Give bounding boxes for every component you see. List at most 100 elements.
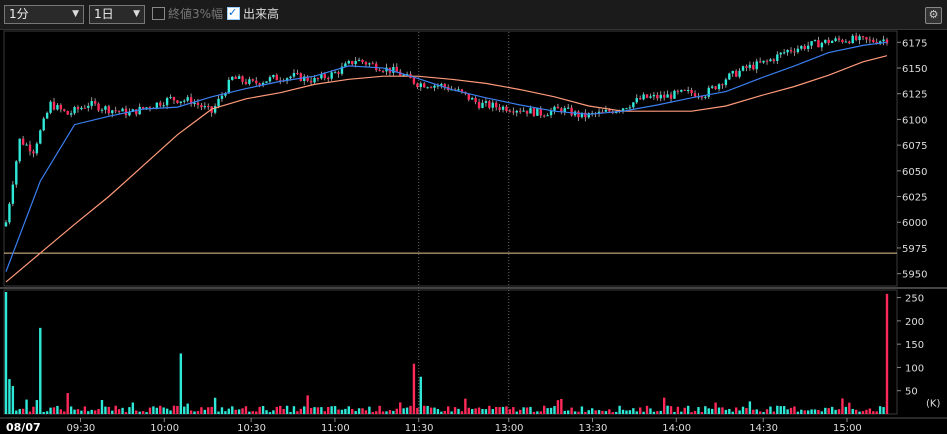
- candle-body: [649, 96, 652, 98]
- volume-bar: [4, 292, 8, 414]
- candle-body: [28, 144, 32, 152]
- volume-bar: [824, 407, 827, 414]
- volume-bar: [80, 410, 83, 414]
- interval-select[interactable]: 1分 ▼: [4, 5, 84, 24]
- candle-body: [669, 94, 673, 99]
- checkbox-icon[interactable]: [227, 5, 240, 20]
- volume-toggle[interactable]: 出来高: [227, 5, 279, 22]
- candle-body: [662, 94, 666, 98]
- candle-body: [656, 94, 659, 99]
- volume-bar: [169, 410, 172, 414]
- volume-bar: [165, 408, 169, 414]
- candle-body: [272, 74, 275, 78]
- candle-body: [104, 106, 107, 110]
- volume-bar: [35, 400, 39, 414]
- candle-body: [196, 102, 200, 106]
- volume-bar: [635, 411, 638, 414]
- volume-bar: [601, 410, 604, 414]
- candle-body: [704, 96, 707, 98]
- volume-bar: [608, 409, 611, 414]
- volume-bar: [481, 408, 484, 414]
- candle-body: [121, 108, 124, 112]
- candle-body: [337, 72, 340, 74]
- volume-bar: [717, 407, 721, 414]
- volume-bar: [693, 410, 697, 414]
- candle-body: [361, 59, 364, 63]
- candle-body: [423, 83, 426, 88]
- volume-unit-label: (K): [926, 398, 940, 409]
- volume-bar: [820, 411, 824, 414]
- volume-bar: [659, 410, 662, 414]
- candle-body: [505, 106, 508, 112]
- candle-body: [762, 60, 765, 63]
- checkbox-icon[interactable]: [152, 7, 165, 20]
- volume-bar: [830, 406, 834, 414]
- volume-bar: [63, 411, 66, 414]
- volume-bar: [539, 411, 542, 414]
- volume-bar: [813, 409, 817, 414]
- volume-bar: [453, 407, 457, 414]
- volume-bar: [471, 409, 474, 414]
- candle-body: [872, 39, 875, 43]
- volume-bar: [76, 409, 80, 414]
- volume-bar: [241, 408, 244, 414]
- volume-bar: [90, 409, 93, 414]
- volume-bar: [261, 406, 265, 414]
- candle-body: [522, 110, 525, 112]
- volume-bar: [186, 403, 189, 414]
- volume-bar: [704, 406, 707, 414]
- volume-bar: [501, 406, 505, 414]
- volume-bar: [111, 410, 114, 414]
- volume-bar: [861, 411, 865, 414]
- candle-body: [707, 87, 710, 97]
- candle-body: [323, 74, 327, 79]
- candle-body: [549, 110, 553, 116]
- time-tick-label: 14:00: [662, 423, 691, 434]
- period-select[interactable]: 1日 ▼: [89, 5, 145, 24]
- volume-bar: [32, 406, 35, 414]
- volume-bar: [248, 411, 251, 414]
- candle-body: [59, 104, 63, 110]
- candle-body: [841, 39, 844, 43]
- gear-icon[interactable]: ⚙: [925, 7, 942, 24]
- candle-body: [563, 108, 566, 113]
- volume-bar: [827, 408, 830, 414]
- volume-bar: [662, 397, 666, 414]
- volume-bar: [690, 412, 693, 414]
- candle-body: [625, 108, 628, 110]
- candle-body: [69, 113, 73, 115]
- candle-body: [566, 107, 570, 109]
- candle-body: [861, 36, 865, 38]
- candle-body: [498, 107, 501, 110]
- candle-body: [529, 108, 532, 114]
- volume-bar: [320, 407, 323, 414]
- candle-body: [107, 106, 111, 114]
- volume-bar: [196, 411, 200, 414]
- candle-body: [734, 70, 738, 77]
- volume-bar: [200, 407, 203, 414]
- candle-body: [443, 84, 446, 87]
- volume-bar: [614, 411, 618, 414]
- close-3pct-toggle[interactable]: 終値3%幅: [152, 7, 223, 22]
- volume-bar: [553, 406, 556, 414]
- candle-body: [114, 110, 117, 112]
- price-volume-chart: 5950 5975 6000 6025 6050 6075 6100 6125 6150 6175…: [0, 30, 947, 434]
- volume-bar: [251, 411, 255, 414]
- candle-body: [488, 101, 491, 108]
- volume-bar: [395, 408, 398, 414]
- volume-bar: [638, 407, 642, 414]
- volume-bar: [213, 397, 217, 414]
- candle-body: [604, 109, 608, 112]
- volume-bar: [117, 409, 121, 414]
- volume-bar: [628, 410, 632, 414]
- volume-bar: [83, 406, 87, 414]
- volume-bar: [361, 408, 364, 414]
- price-tick-label: 5950: [902, 270, 927, 281]
- candle-body: [638, 98, 642, 100]
- volume-bar: [330, 406, 333, 414]
- volume-bar: [162, 407, 165, 414]
- candle-body: [765, 60, 769, 62]
- candle-body: [213, 106, 217, 113]
- candle-body: [587, 113, 590, 118]
- volume-bar: [464, 398, 467, 414]
